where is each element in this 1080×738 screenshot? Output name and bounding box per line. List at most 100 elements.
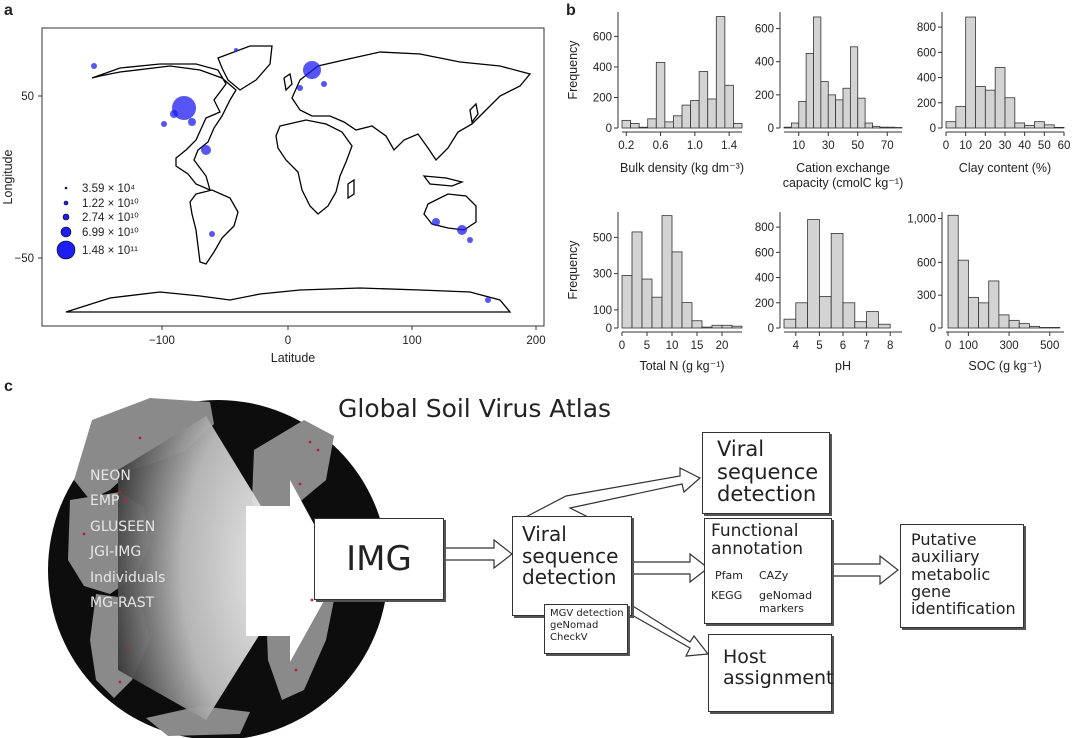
histogram-bar — [651, 296, 663, 329]
histogram-bar — [707, 98, 717, 129]
histogram-bar — [967, 296, 979, 329]
legend-marker — [62, 213, 70, 221]
histogram-bar — [795, 302, 809, 329]
map-xtick: 200 — [526, 335, 545, 347]
y-tick-label: 0 — [606, 323, 612, 335]
histogram-bar — [872, 125, 881, 129]
legend-label: 3.59 × 10⁴ — [82, 183, 135, 195]
histogram-bar — [975, 85, 986, 129]
x-tick-label: 7 — [863, 340, 869, 352]
x-tick-label: 1.4 — [721, 140, 738, 152]
world-map-panel: 3.59 × 10⁴ 1.22 × 10¹⁰ 2.74 × 10¹⁰ 6.99 … — [1, 27, 546, 365]
y-tick-label: 200 — [593, 92, 612, 104]
south-america — [189, 189, 239, 265]
viral-tools-box: MGV detection geNomad CheckV — [544, 604, 628, 654]
source-emp: EMP — [90, 493, 120, 510]
histogram-4: 0 100 300 500 0 5 10 15 20 Total N (g kg⁻¹) Freque… — [566, 212, 743, 373]
y-tick-label: 300 — [593, 269, 612, 281]
y-tick-label: 400 — [593, 62, 612, 74]
histogram-1: 0 200 400 600 0.2 0.6 1.0 1.4 Bulk density (kg d… — [566, 12, 744, 175]
sample-point — [485, 297, 491, 303]
sample-point — [188, 118, 196, 126]
tool-genomad: geNomad — [759, 589, 813, 602]
x-tick-label: 50 — [1038, 140, 1051, 152]
y-tick-label: 400 — [917, 73, 936, 85]
histogram-bar — [1004, 97, 1016, 129]
x-tick-label: 500 — [1040, 340, 1059, 352]
map-ytick: −50 — [14, 253, 34, 265]
histogram-bar — [1053, 126, 1065, 129]
y-tick-label: 200 — [917, 98, 936, 110]
legend-label: 1.22 × 10¹⁰ — [82, 198, 139, 210]
histogram-bar — [842, 302, 856, 329]
host-assignment-box: Host assignment — [708, 634, 834, 712]
vsd2-line: detection — [717, 482, 817, 507]
histogram-bar — [671, 251, 683, 329]
source-mg-rast: MG-RAST — [90, 595, 155, 612]
sample-point — [234, 48, 238, 52]
sample-points — [91, 48, 491, 303]
functional-annotation-box: Functional annotation Pfam CAZy KEGG geN… — [704, 518, 832, 624]
amg-line: Putative — [911, 530, 977, 549]
x-tick-label: 4 — [793, 340, 800, 352]
viral-detection-2-box: Viral sequence detection — [702, 432, 830, 514]
y-tick-label: 600 — [593, 31, 612, 43]
legend-marker — [60, 226, 72, 238]
map-xtick: −100 — [149, 335, 175, 347]
x-tick-label: 1.0 — [687, 140, 703, 152]
tool-kegg: KEGG — [711, 589, 743, 602]
y-tick-label: 800 — [917, 22, 936, 34]
y-tick-label: 100 — [593, 305, 612, 317]
map-xtick: 0 — [285, 335, 291, 347]
histogram-bar — [711, 324, 723, 329]
madagascar — [347, 178, 355, 200]
x-tick-label: 100 — [959, 340, 978, 352]
histogram-bar — [994, 67, 1006, 129]
x-tick-label: 50 — [851, 140, 864, 152]
x-tick-label: 0 — [945, 340, 951, 352]
func-line: annotation — [711, 539, 804, 560]
x-tick-label: 20 — [716, 340, 729, 352]
tool-pfam: Pfam — [715, 569, 743, 582]
globe-graphic — [48, 398, 388, 738]
histogram-bar — [731, 325, 743, 329]
y-tick-label: 0 — [768, 123, 774, 135]
y-tick-label: 200 — [755, 90, 774, 102]
histogram-bar — [820, 81, 829, 129]
panel-b-label: b — [566, 2, 576, 19]
y-tick-label: 0 — [930, 123, 936, 135]
map-ticks — [38, 95, 537, 330]
histogram-bar — [655, 61, 666, 129]
histogram-bar — [947, 214, 959, 329]
histogram-bar — [630, 123, 640, 129]
africa — [275, 119, 353, 215]
histogram-bar — [664, 121, 674, 129]
histogram-bar — [879, 126, 888, 129]
histogram-bar — [641, 278, 653, 329]
tool-cazy: CAZy — [759, 569, 789, 582]
source-gluseen: GLUSEEN — [90, 518, 156, 535]
histogram-bar — [691, 320, 703, 329]
histogram-bar — [998, 314, 1010, 329]
host-line: Host — [723, 646, 767, 668]
map-legend: 3.59 × 10⁴ 1.22 × 10¹⁰ 2.74 × 10¹⁰ 6.99 … — [56, 183, 139, 260]
uk — [283, 72, 293, 92]
histogram-bar — [854, 321, 867, 329]
map-xtick: 100 — [402, 335, 421, 347]
y-tick-label: 600 — [755, 24, 774, 36]
histogram-bar — [690, 100, 700, 129]
x-tick-label: 10 — [792, 140, 805, 152]
map-x-axis-label: Latitude — [271, 351, 316, 365]
x-tick-label: 5 — [644, 340, 650, 352]
amg-line: metabolic — [911, 564, 991, 584]
greenland — [217, 45, 273, 91]
australia — [423, 193, 477, 231]
histogram-bar — [978, 302, 990, 329]
x-axis-label: SOC (g kg⁻¹) — [968, 359, 1041, 373]
sample-point — [321, 81, 327, 87]
histogram-3: 0 200 400 600 800 0 10 20 30 40 50 60 Clay content (… — [917, 12, 1070, 175]
histogram-bar — [721, 324, 733, 329]
x-axis-label: Total N (g kg⁻¹) — [639, 359, 724, 373]
histogram-bar — [830, 233, 844, 329]
histogram-bar — [1014, 122, 1026, 129]
